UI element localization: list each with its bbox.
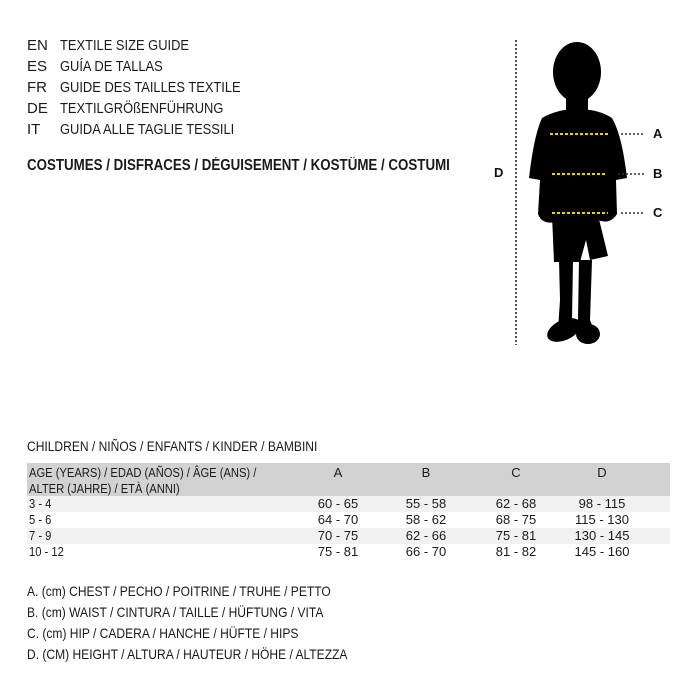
size-cell: 145 - 160 [574,544,630,559]
language-code: DE [27,100,48,117]
language-code: ES [27,58,48,75]
label-d: D [494,165,503,180]
child-silhouette-figure: D A B C [494,40,663,345]
age-cell: 3 - 4 [29,496,52,511]
size-cell: 70 - 75 [317,528,359,543]
language-code: EN [27,37,48,54]
label-a: A [653,126,663,141]
age-cell: 10 - 12 [29,544,64,559]
table-row: 5 - 6 64 - 70 58 - 62 68 - 75 115 - 130 [27,512,670,528]
size-cell: 75 - 81 [317,544,359,559]
legend-item: C. (cm) HIP / CADERA / HANCHE / HÜFTE / … [27,625,299,641]
size-cell: 66 - 70 [405,544,447,559]
table-row: 3 - 4 60 - 65 55 - 58 62 - 68 98 - 115 [27,496,670,512]
table-row: 10 - 12 75 - 81 66 - 70 81 - 82 145 - 160 [27,544,670,560]
pointer-lines [618,133,645,214]
language-title-text: TEXTILE SIZE GUIDE [60,37,190,54]
measure-lines [550,133,608,214]
size-cell: 60 - 65 [317,496,359,511]
size-cell: 64 - 70 [317,512,359,527]
legend-item: B. (cm) WAIST / CINTURA / TAILLE / HÜFTU… [27,604,324,620]
table-header: AGE (YEARS) / EDAD (AÑOS) / ÂGE (ANS) / … [27,463,670,496]
table-row: 7 - 9 70 - 75 62 - 66 75 - 81 130 - 145 [27,528,670,544]
age-header: AGE (YEARS) / EDAD (AÑOS) / ÂGE (ANS) / … [29,465,257,496]
size-cell: 130 - 145 [574,528,630,543]
language-title-text: GUIDE DES TAILLES TEXTILE [60,79,241,96]
size-table: AGE (YEARS) / EDAD (AÑOS) / ÂGE (ANS) / … [27,463,670,560]
language-title-text: TEXTILGRÖßENFÜHRUNG [60,100,224,117]
language-code: FR [27,79,47,96]
size-cell: 98 - 115 [578,496,626,511]
category-title: COSTUMES / DISFRACES / DÉGUISEMENT / KOS… [27,157,450,174]
child-silhouette [529,42,627,344]
section-title: CHILDREN / NIÑOS / ENFANTS / KINDER / BA… [27,438,318,454]
size-cell: 62 - 68 [495,496,537,511]
legend-item: D. (CM) HEIGHT / ALTURA / HAUTEUR / HÖHE… [27,646,348,662]
size-cell: 62 - 66 [405,528,447,543]
age-cell: 7 - 9 [29,528,52,543]
size-cell: 81 - 82 [495,544,537,559]
size-cell: 68 - 75 [495,512,537,527]
label-c: C [653,205,663,220]
column-header: C [511,465,521,480]
size-cell: 75 - 81 [495,528,537,543]
column-header: B [421,465,431,480]
language-code: IT [27,121,41,138]
language-title-text: GUÍA DE TALLAS [60,58,163,75]
age-cell: 5 - 6 [29,512,52,527]
size-cell: 115 - 130 [575,512,629,527]
column-header: D [597,465,607,480]
size-cell: 58 - 62 [405,512,447,527]
label-b: B [653,166,662,181]
legend-item: A. (cm) CHEST / PECHO / POITRINE / TRUHE… [27,583,331,599]
size-cell: 55 - 58 [405,496,447,511]
column-header: A [333,465,343,480]
language-title-text: GUIDA ALLE TAGLIE TESSILI [60,121,235,138]
